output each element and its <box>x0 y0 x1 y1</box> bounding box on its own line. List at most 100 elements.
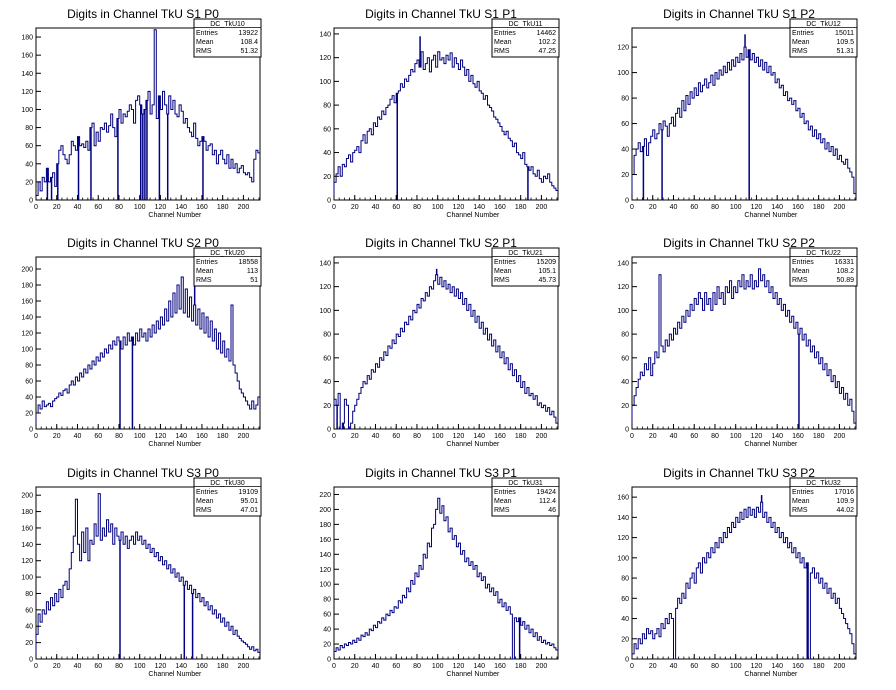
stats-value: 109.5 <box>836 39 854 46</box>
y-tick-label: 180 <box>21 35 33 42</box>
y-tick-label: 0 <box>29 657 33 664</box>
histogram-line <box>631 268 856 429</box>
stats-box: DC_TkU30 Entries 19109 Mean 95.01 RMS 47.01 <box>193 477 262 517</box>
stats-value: 108.4 <box>240 39 258 46</box>
y-tick-label: 160 <box>21 53 33 60</box>
y-tick-label: 160 <box>617 495 629 502</box>
y-tick-label: 140 <box>21 542 33 549</box>
x-tick-label: 0 <box>630 663 634 670</box>
stats-label: Entries <box>494 489 516 496</box>
x-tick-label: 140 <box>473 204 485 211</box>
stats-box-frame <box>193 18 262 58</box>
x-tick-label: 100 <box>432 663 444 670</box>
histogram-panel-9: Digits in Channel TkU S3 P2 0 20 40 60 80 100 1… <box>617 466 858 678</box>
x-axis-label: Channel Number <box>446 441 500 448</box>
x-tick-label: 20 <box>351 433 359 440</box>
x-tick-label: 0 <box>34 663 38 670</box>
x-axis-label: Channel Number <box>148 212 202 219</box>
stats-value: 15011 <box>835 30 854 37</box>
x-tick-label: 60 <box>94 663 102 670</box>
y-tick-label: 40 <box>323 627 331 634</box>
x-tick-label: 160 <box>196 663 208 670</box>
plot-frame <box>631 256 857 430</box>
y-tick-label: 100 <box>617 308 629 315</box>
x-tick-label: 60 <box>690 204 698 211</box>
x-tick-label: 40 <box>372 433 380 440</box>
histogram-line <box>35 29 260 200</box>
y-tick-label: 20 <box>25 640 33 647</box>
stats-label: RMS <box>196 48 212 55</box>
stats-box: DC_TkU20 Entries 18558 Mean 113 RMS 51 <box>193 247 262 287</box>
stats-name: DC_TkU12 <box>806 21 841 28</box>
x-tick-label: 180 <box>813 663 825 670</box>
x-tick-label: 140 <box>175 204 187 211</box>
y-tick-label: 20 <box>621 172 629 179</box>
x-tick-label: 40 <box>372 663 380 670</box>
y-tick-label: 20 <box>323 403 331 410</box>
stats-value: 46 <box>548 507 556 514</box>
y-tick-label: 80 <box>323 332 331 339</box>
x-axis-label: Channel Number <box>446 671 500 678</box>
x-tick-label: 100 <box>134 204 146 211</box>
y-tick-label: 40 <box>323 379 331 386</box>
x-tick-label: 200 <box>536 204 548 211</box>
x-tick-label: 200 <box>238 433 250 440</box>
y-tick-label: 0 <box>327 198 331 205</box>
y-tick-label: 80 <box>323 597 331 604</box>
stats-box-frame <box>789 18 858 58</box>
x-tick-label: 160 <box>494 204 506 211</box>
x-tick-label: 80 <box>413 663 421 670</box>
histogram-line <box>333 51 558 200</box>
stats-value: 17016 <box>835 489 855 496</box>
plot-frame <box>35 256 261 430</box>
x-tick-label: 200 <box>834 433 846 440</box>
stats-value: 109.9 <box>836 498 854 505</box>
stats-box-frame <box>491 18 560 58</box>
x-tick-label: 80 <box>711 663 719 670</box>
plot-frame <box>333 256 559 430</box>
stats-label: Entries <box>792 259 814 266</box>
y-tick-label: 20 <box>323 174 331 181</box>
y-tick-label: 100 <box>617 70 629 77</box>
x-tick-label: 40 <box>670 433 678 440</box>
stats-box: DC_TkU11 Entries 14462 Mean 102.2 RMS 47.25 <box>491 18 560 58</box>
stats-value: 51 <box>250 277 258 284</box>
stats-value: 19424 <box>537 489 557 496</box>
x-tick-label: 180 <box>515 433 527 440</box>
x-tick-label: 120 <box>155 663 167 670</box>
y-tick-label: 60 <box>621 355 629 362</box>
y-tick-label: 100 <box>319 79 331 86</box>
stats-label: Mean <box>494 268 512 275</box>
x-tick-label: 160 <box>792 663 804 670</box>
x-tick-label: 20 <box>53 663 61 670</box>
y-tick-label: 100 <box>21 347 33 354</box>
stats-label: Entries <box>792 30 814 37</box>
stats-label: RMS <box>792 277 808 284</box>
x-tick-label: 120 <box>453 433 465 440</box>
y-tick-label: 60 <box>25 607 33 614</box>
plot-frame <box>35 486 261 660</box>
stats-box-frame <box>491 477 560 517</box>
plot-frame <box>35 27 261 201</box>
x-tick-label: 140 <box>771 204 783 211</box>
stats-value: 105.1 <box>538 268 556 275</box>
chart-title: Digits in Channel TkU S2 P0 <box>67 236 219 250</box>
x-tick-label: 200 <box>238 204 250 211</box>
histogram-panel-5: Digits in Channel TkU S2 P1 0 20 40 60 80 100 1… <box>319 236 560 448</box>
stats-value: 51.31 <box>836 48 854 55</box>
x-tick-label: 120 <box>453 204 465 211</box>
stats-value: 112.4 <box>539 498 556 505</box>
y-tick-label: 80 <box>621 96 629 103</box>
chart-title: Digits in Channel TkU S2 P1 <box>365 236 517 250</box>
stats-box: DC_TkU22 Entries 16331 Mean 108.2 RMS 50.89 <box>789 247 858 287</box>
y-tick-label: 0 <box>29 198 33 205</box>
y-tick-label: 0 <box>327 657 331 664</box>
y-tick-label: 120 <box>617 535 629 542</box>
stats-name: DC_TkU20 <box>210 250 245 257</box>
stats-value: 102.2 <box>538 39 556 46</box>
stats-name: DC_TkU10 <box>210 21 245 28</box>
stats-value: 47.01 <box>240 507 258 514</box>
stats-label: Entries <box>494 259 516 266</box>
x-tick-label: 200 <box>834 663 846 670</box>
stats-name: DC_TkU30 <box>210 480 245 487</box>
